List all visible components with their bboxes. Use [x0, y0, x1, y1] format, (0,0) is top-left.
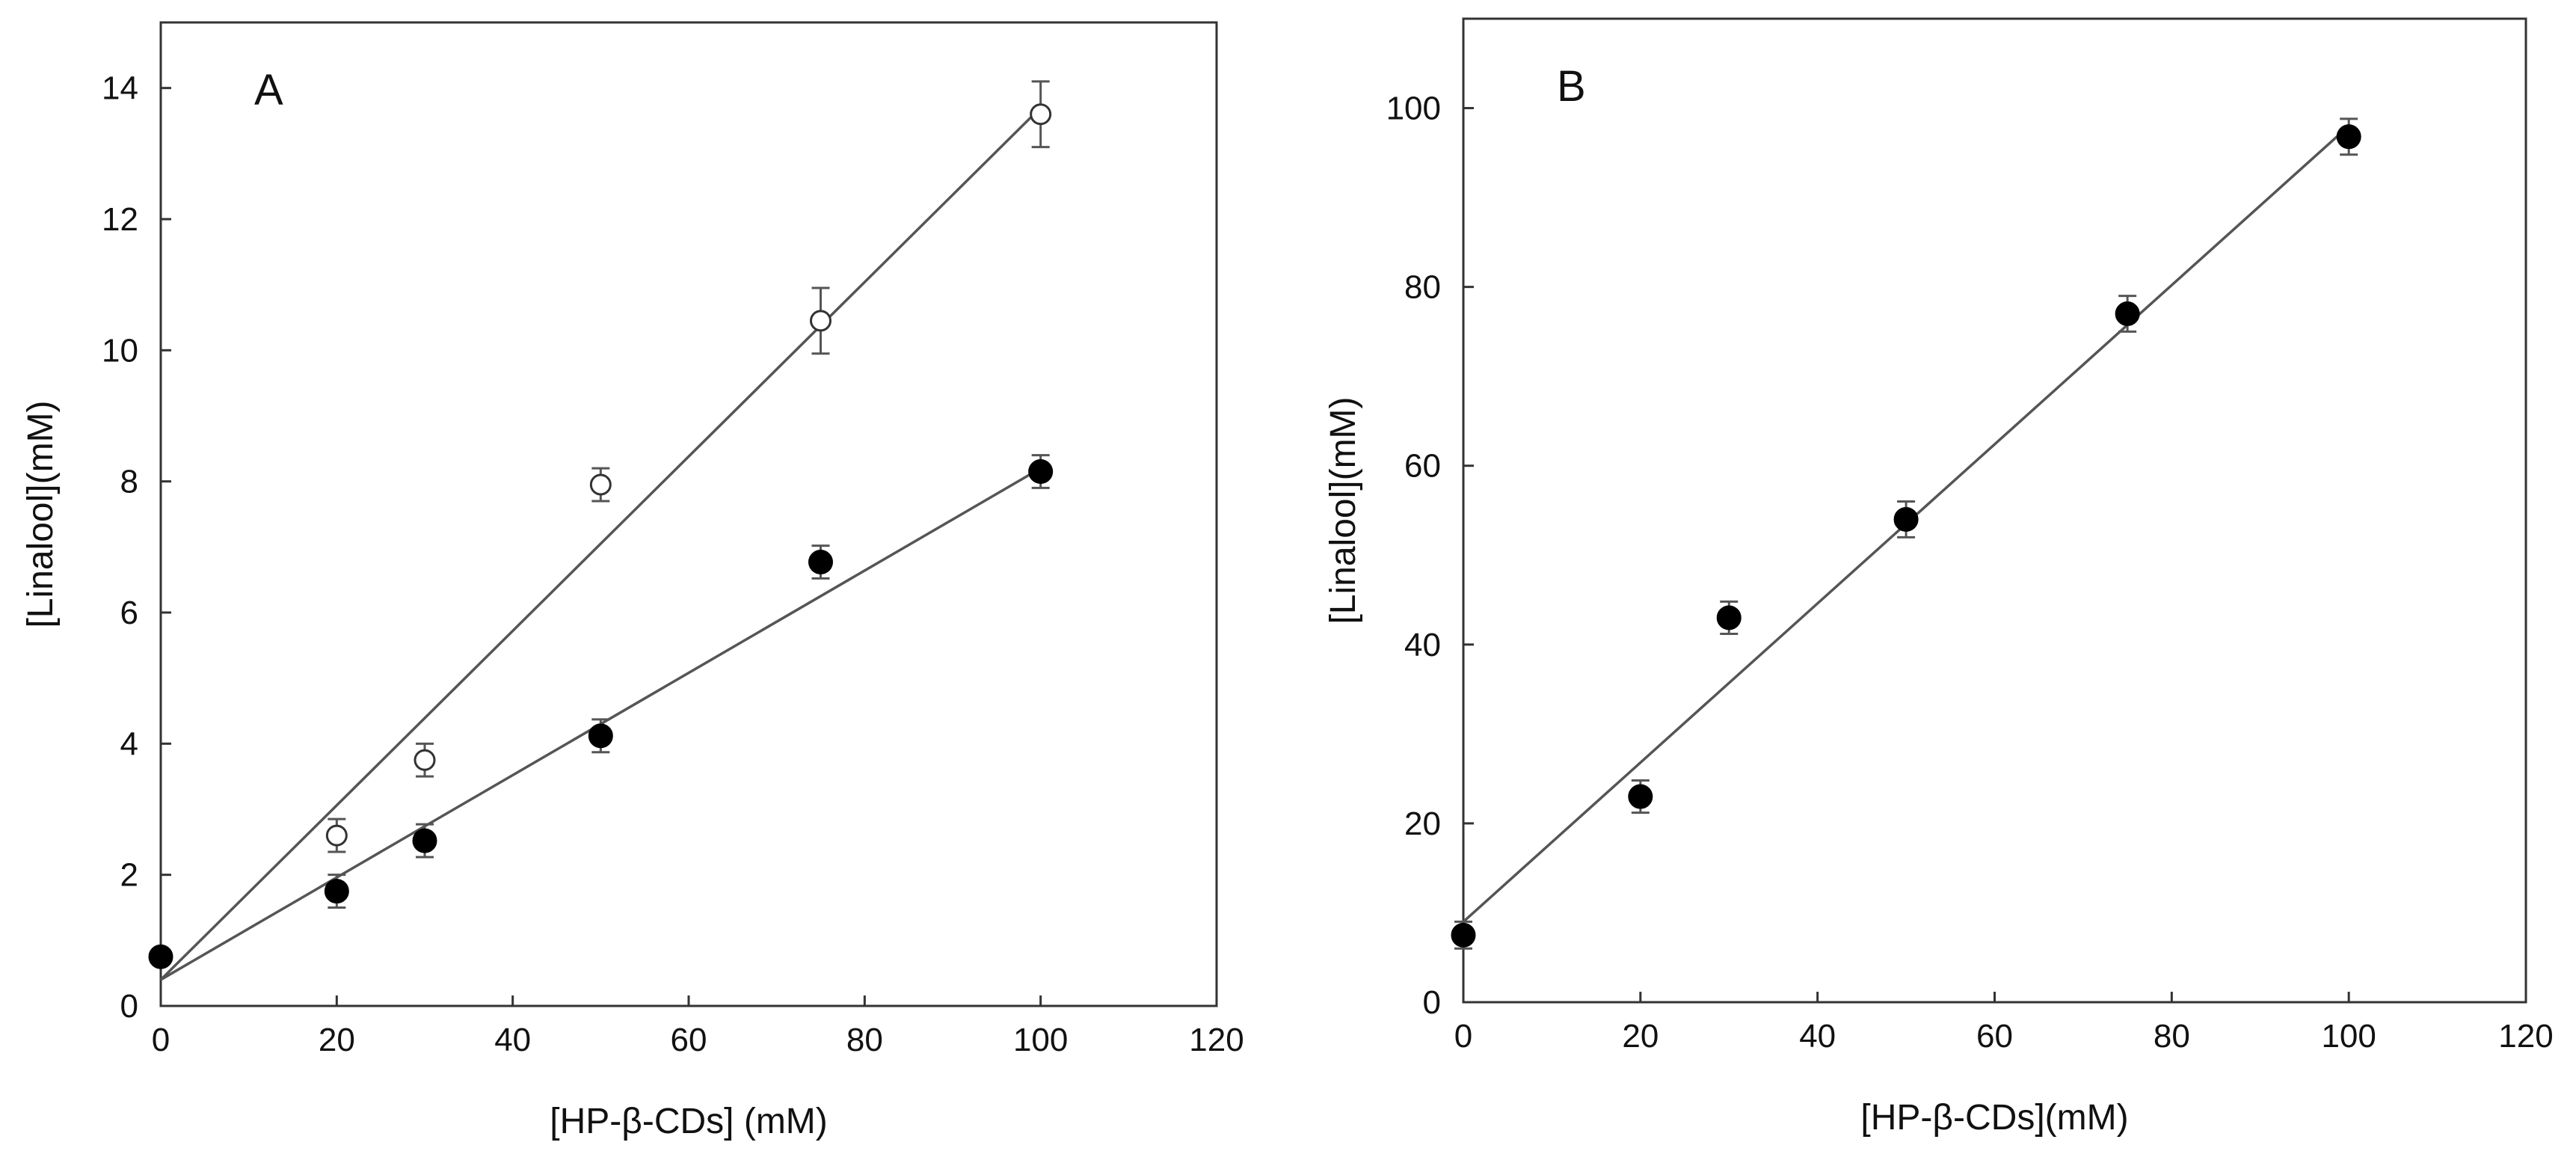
data-point-filled: [412, 828, 437, 853]
data-point-open: [414, 749, 436, 771]
data-point-filled: [324, 879, 349, 904]
data-point-open: [810, 310, 831, 332]
y-tick-label: 6: [120, 595, 138, 631]
y-tick-label: 12: [102, 201, 138, 238]
x-tick-label: 80: [846, 1022, 883, 1058]
x-tick-label: 100: [1013, 1022, 1068, 1058]
data-point-filled: [148, 944, 173, 969]
panel-label: B: [1557, 62, 1586, 111]
y-axis-label: [Linalool](mM): [1324, 396, 1363, 624]
x-tick-label: 0: [152, 1022, 170, 1058]
y-tick-label: 0: [120, 988, 138, 1025]
y-tick-label: 100: [1386, 90, 1441, 127]
data-point-filled: [808, 549, 833, 574]
data-point-open: [589, 473, 612, 496]
x-tick-label: 60: [671, 1022, 707, 1058]
data-point-filled: [1028, 459, 1054, 485]
x-tick-label: 0: [1454, 1018, 1472, 1055]
panel-b: 0 20 40 60 80 100 120 0 20 40 60 80 100 [HP-β-CDs](mM…: [1324, 17, 2554, 1138]
x-tick-label: 20: [1622, 1018, 1659, 1055]
x-tick-label: 60: [1976, 1018, 2013, 1055]
data-point-filled: [2115, 301, 2140, 326]
data-point-open: [1030, 103, 1052, 126]
x-tick-label: 120: [1189, 1022, 1244, 1058]
y-axis-label: [Linalool](mM): [21, 400, 61, 627]
y-tick-label: 60: [1404, 448, 1441, 485]
y-tick-label: 20: [1404, 805, 1441, 842]
y-tick-label: 2: [120, 857, 138, 894]
x-tick-label: 20: [319, 1022, 355, 1058]
y-tick-label: 8: [120, 464, 138, 500]
data-point-filled: [1451, 922, 1476, 948]
data-point-filled: [1893, 506, 1919, 532]
panel-label: A: [254, 66, 283, 114]
data-point-filled: [1628, 784, 1653, 809]
x-axis-label: [HP-β-CDs](mM): [1860, 1098, 2128, 1138]
plot-frame: [159, 21, 1218, 1007]
x-tick-label: 100: [2321, 1018, 2376, 1055]
data-point-filled: [588, 723, 613, 749]
plot-frame: [1462, 17, 2527, 1004]
y-tick-label: 40: [1404, 627, 1441, 663]
fit-line-open: [159, 106, 1042, 981]
y-tick-label: 4: [120, 725, 138, 762]
x-tick-label: 120: [2498, 1018, 2553, 1055]
data-point-filled: [1716, 605, 1742, 630]
y-tick-label: 0: [1423, 984, 1441, 1021]
x-tick-label: 40: [1799, 1018, 1836, 1055]
x-tick-label: 80: [2154, 1018, 2190, 1055]
y-tick-label: 14: [102, 70, 138, 107]
panel-a: 0 20 40 60 80 100 120 0 2 4 6 8 10 12 14 [HP-β-CDs] (mM…: [21, 21, 1244, 1141]
x-axis-label: [HP-β-CDs] (mM): [550, 1102, 828, 1141]
y-tick-label: 80: [1404, 269, 1441, 306]
x-tick-label: 40: [494, 1022, 531, 1058]
data-point-filled: [2336, 124, 2361, 150]
data-point-open: [325, 824, 348, 847]
y-tick-label: 10: [102, 332, 138, 369]
